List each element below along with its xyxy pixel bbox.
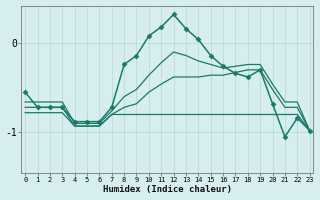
X-axis label: Humidex (Indice chaleur): Humidex (Indice chaleur) [103, 185, 232, 194]
